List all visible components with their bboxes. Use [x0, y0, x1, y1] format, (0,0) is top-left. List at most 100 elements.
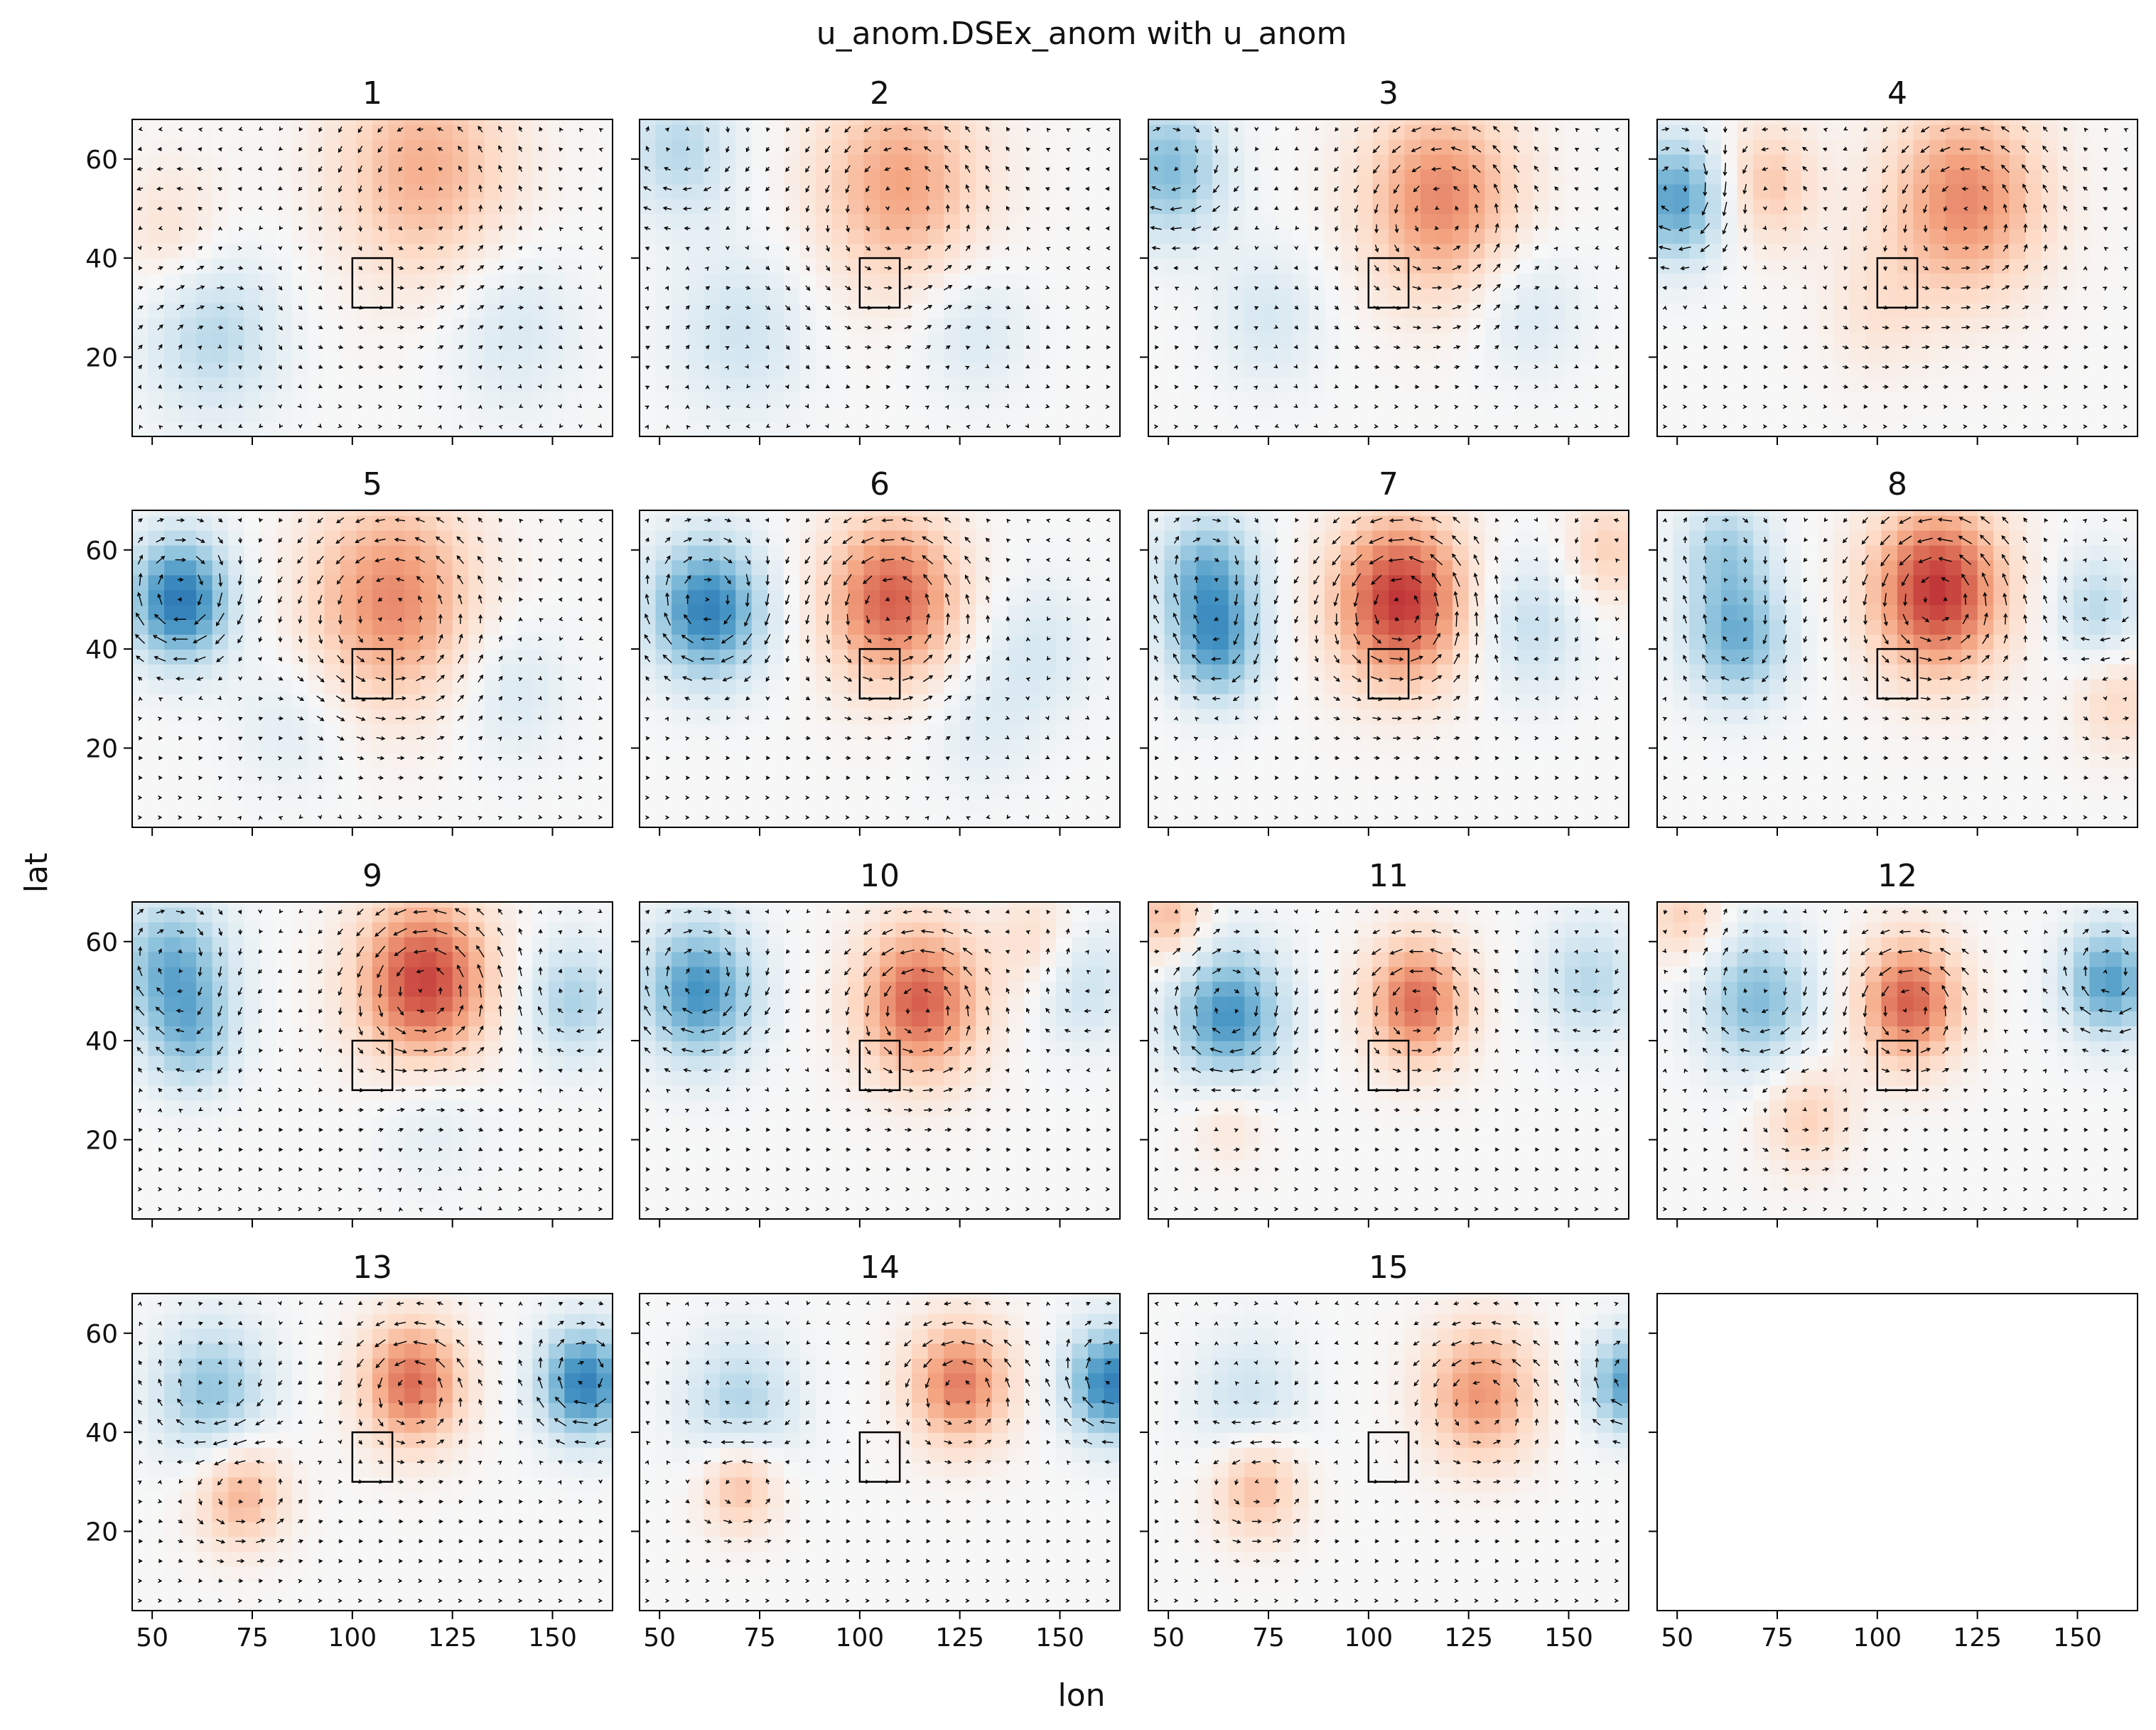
heat-cell	[292, 317, 309, 333]
quiver-arrow	[1762, 245, 1767, 249]
quiver-arrow	[1723, 305, 1728, 309]
quiver-arrow	[1374, 264, 1379, 272]
quiver-arrow	[518, 145, 523, 152]
heat-cell	[580, 559, 598, 576]
heat-cell	[1849, 407, 1866, 422]
heat-cell	[596, 258, 613, 274]
heat-cell	[1596, 287, 1614, 303]
heat-cell	[944, 119, 961, 125]
heat-cell	[1372, 317, 1389, 333]
heat-cell	[500, 738, 517, 754]
heat-cell	[1421, 392, 1438, 407]
heat-cell	[863, 421, 880, 436]
quiver-arrow	[2103, 167, 2108, 172]
heat-cell	[1468, 332, 1485, 348]
quiver-arrow	[2103, 404, 2108, 409]
heat-cell	[580, 768, 598, 784]
quiver-arrow	[398, 385, 404, 389]
quiver-arrow	[865, 245, 871, 251]
quiver-arrow	[664, 385, 669, 389]
heat-cell	[1212, 347, 1229, 363]
quiver-arrow	[416, 285, 425, 290]
heat-cell	[927, 154, 944, 170]
heat-cell	[276, 574, 293, 591]
heat-cell	[1721, 392, 1738, 407]
quiver-arrow	[438, 206, 442, 211]
heat-cell	[404, 574, 421, 591]
heat-cell	[1196, 362, 1213, 378]
heat-cell	[132, 407, 149, 422]
heat-cell	[1753, 139, 1770, 155]
heat-cell	[468, 407, 485, 422]
quiver-arrow	[237, 325, 243, 331]
heat-cell	[596, 693, 613, 709]
heat-cell	[484, 198, 501, 215]
heat-cell	[767, 139, 785, 155]
quiver-arrow	[2063, 345, 2069, 350]
heat-cell	[1500, 183, 1517, 200]
heat-cell	[340, 287, 357, 303]
heat-cell	[1580, 287, 1597, 303]
heat-cell	[1769, 198, 1786, 215]
heat-cell	[1705, 258, 1722, 274]
heat-cell	[944, 421, 961, 436]
quiver-arrow	[1006, 325, 1011, 330]
quiver-arrow	[158, 775, 163, 780]
quiver-arrow	[1842, 166, 1848, 171]
quiver-arrow	[498, 125, 503, 133]
heat-cell	[532, 392, 549, 407]
quiver-arrow	[1151, 186, 1161, 191]
heat-cell	[1833, 377, 1850, 393]
heat-cell	[815, 119, 833, 125]
quiver-arrow	[1922, 365, 1930, 370]
heat-cell	[468, 287, 485, 303]
heat-cell	[1276, 347, 1293, 363]
heat-cell	[292, 183, 309, 200]
quiver-arrow	[2042, 126, 2048, 132]
quiver-arrow	[1595, 147, 1600, 152]
heat-cell	[1865, 183, 1882, 200]
heat-cell	[468, 559, 485, 576]
heat-cell	[324, 574, 341, 591]
heat-cell	[212, 510, 229, 516]
heat-cell	[2105, 362, 2123, 378]
heat-cell	[1452, 198, 1470, 215]
heat-cell	[2121, 347, 2138, 363]
heat-cell	[132, 812, 149, 827]
heat-cell	[484, 783, 501, 798]
heat-cell	[1468, 347, 1485, 363]
heat-cell	[704, 287, 721, 303]
heat-cell	[1532, 332, 1550, 348]
heat-cell	[244, 317, 261, 333]
heat-cell	[356, 168, 373, 185]
quiver-arrow	[1194, 326, 1199, 331]
quiver-arrow	[985, 325, 991, 330]
quiver-arrow	[278, 266, 282, 271]
heat-cell	[404, 723, 421, 739]
heat-cell	[308, 154, 325, 170]
quiver-arrow	[947, 424, 951, 429]
heat-cell	[1087, 198, 1105, 215]
heat-cell	[388, 515, 405, 531]
heat-cell	[847, 273, 865, 289]
heat-cell	[1849, 258, 1866, 274]
heat-cell	[1356, 243, 1374, 259]
quiver-arrow	[397, 345, 404, 350]
heat-cell	[356, 198, 373, 215]
quiver-arrow	[518, 225, 523, 231]
quiver-arrow	[1374, 245, 1379, 253]
quiver-arrow	[705, 286, 711, 291]
quiver-arrow	[1882, 165, 1889, 173]
quiver-arrow	[1723, 266, 1728, 271]
heat-cell	[532, 154, 549, 170]
heat-cell	[1929, 347, 1946, 363]
quiver-arrow	[704, 166, 711, 172]
heat-cell	[212, 198, 229, 215]
heat-cell	[2025, 362, 2042, 378]
quiver-arrow	[1782, 424, 1788, 429]
heat-cell	[1929, 243, 1946, 259]
heat-cell	[468, 768, 485, 784]
heat-cell	[564, 530, 581, 546]
heat-cell	[180, 119, 197, 125]
heat-cell	[580, 649, 598, 665]
